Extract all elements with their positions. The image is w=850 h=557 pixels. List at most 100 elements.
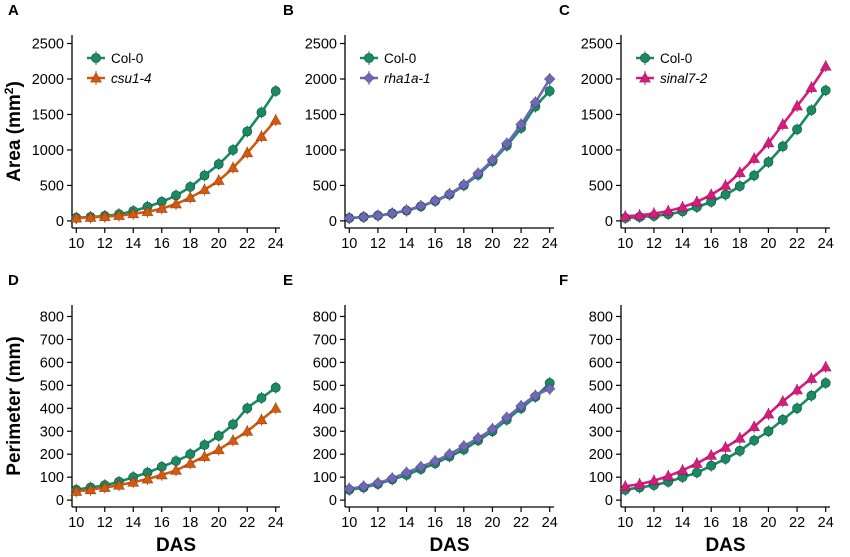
x-tick-label: 22 bbox=[513, 515, 529, 531]
data-point-col-0 bbox=[806, 390, 817, 401]
data-point-rha1a-1 bbox=[472, 432, 484, 444]
y-tick-label: 200 bbox=[40, 447, 64, 463]
y-tick-label: 500 bbox=[313, 178, 337, 194]
data-point-sinal7-2 bbox=[690, 457, 703, 468]
data-point-csu1-4 bbox=[127, 476, 140, 487]
data-point-sinal7-2 bbox=[762, 407, 775, 419]
legend-marker bbox=[640, 53, 650, 63]
x-tick-label: 12 bbox=[646, 515, 662, 531]
y-tick-label: 2500 bbox=[581, 37, 613, 53]
x-tick-label: 14 bbox=[125, 236, 141, 252]
x-tick-label: 24 bbox=[268, 236, 284, 252]
y-tick-label: 700 bbox=[313, 332, 337, 348]
legend-label: rha1a-1 bbox=[384, 71, 431, 86]
x-tick-label: 14 bbox=[398, 236, 414, 252]
data-point-sinal7-2 bbox=[647, 474, 661, 486]
x-tick-label: 16 bbox=[703, 236, 719, 252]
data-point-rha1a-1 bbox=[429, 194, 442, 207]
y-tick-label: 600 bbox=[40, 355, 64, 371]
panel-a: A 0 500 1000 1500 2000 2500 10 12 14 16 18 20 22 24 Col… bbox=[8, 2, 284, 252]
data-point-sinal7-2 bbox=[719, 441, 732, 452]
data-point-rha1a-1 bbox=[500, 137, 513, 150]
x-tick-label: 20 bbox=[211, 515, 227, 531]
x-tick-label: 14 bbox=[125, 515, 141, 531]
y-tick-label: 1000 bbox=[32, 143, 64, 159]
y-tick-label: 500 bbox=[40, 178, 64, 194]
y-tick-label: 300 bbox=[589, 424, 613, 440]
panel-label: E bbox=[283, 272, 293, 289]
x-tick-label: 18 bbox=[182, 515, 198, 531]
y-tick-label: 600 bbox=[589, 355, 613, 371]
y-tick-label: 100 bbox=[40, 470, 64, 486]
data-point-csu1-4 bbox=[212, 443, 225, 455]
y-tick-label: 0 bbox=[56, 214, 64, 230]
y-tick-label: 0 bbox=[329, 214, 337, 230]
x-tick-label: 12 bbox=[370, 236, 386, 252]
data-point-csu1-4 bbox=[255, 130, 268, 141]
data-point-csu1-4 bbox=[141, 472, 154, 484]
data-point-sinal7-2 bbox=[619, 480, 632, 491]
legend-marker bbox=[363, 72, 375, 84]
x-axis-title: DAS bbox=[705, 535, 745, 552]
legend-label: csu1-4 bbox=[111, 71, 152, 86]
data-point-sinal7-2 bbox=[633, 209, 646, 220]
data-point-rha1a-1 bbox=[443, 188, 456, 200]
x-tick-label: 16 bbox=[154, 236, 170, 252]
y-tick-label: 500 bbox=[589, 178, 613, 194]
data-point-col-0 bbox=[256, 393, 267, 403]
y-tick-label: 200 bbox=[589, 447, 613, 463]
data-point-rha1a-1 bbox=[343, 482, 356, 495]
x-tick-label: 12 bbox=[97, 515, 113, 531]
data-point-col-0 bbox=[720, 189, 731, 200]
data-point-sinal7-2 bbox=[790, 383, 804, 395]
x-tick-label: 18 bbox=[732, 236, 748, 252]
data-point-col-0 bbox=[720, 453, 731, 464]
x-tick-label: 14 bbox=[674, 236, 690, 252]
data-point-col-0 bbox=[242, 403, 253, 414]
y-tick-label: 0 bbox=[56, 493, 64, 509]
x-tick-label: 12 bbox=[646, 236, 662, 252]
data-point-rha1a-1 bbox=[543, 73, 556, 85]
y-tick-label: 1000 bbox=[581, 143, 613, 159]
data-point-csu1-4 bbox=[70, 211, 83, 223]
y-axis-title-close: ) bbox=[4, 81, 25, 87]
x-tick-label: 20 bbox=[760, 236, 776, 252]
panel-label: F bbox=[559, 272, 568, 289]
data-point-csu1-4 bbox=[198, 450, 211, 462]
data-point-col-0 bbox=[734, 445, 745, 456]
y-tick-label: 400 bbox=[40, 401, 64, 417]
data-point-sinal7-2 bbox=[748, 420, 761, 432]
data-point-col-0 bbox=[199, 170, 210, 181]
x-tick-label: 18 bbox=[456, 236, 472, 252]
data-point-col-0 bbox=[544, 86, 555, 96]
y-tick-label: 1500 bbox=[581, 107, 613, 123]
data-point-rha1a-1 bbox=[529, 389, 542, 402]
y-tick-label: 400 bbox=[313, 401, 337, 417]
data-point-rha1a-1 bbox=[515, 118, 527, 131]
data-point-sinal7-2 bbox=[676, 200, 689, 212]
data-point-rha1a-1 bbox=[415, 461, 427, 473]
data-point-col-0 bbox=[228, 419, 238, 430]
data-point-col-0 bbox=[228, 145, 238, 155]
y-tick-label: 800 bbox=[313, 309, 337, 325]
data-point-rha1a-1 bbox=[457, 178, 470, 191]
data-point-csu1-4 bbox=[112, 209, 126, 221]
x-tick-label: 16 bbox=[427, 515, 443, 531]
data-point-rha1a-1 bbox=[543, 382, 556, 395]
data-point-sinal7-2 bbox=[705, 449, 718, 460]
data-point-sinal7-2 bbox=[805, 372, 818, 383]
data-point-csu1-4 bbox=[241, 146, 254, 158]
y-tick-label: 1500 bbox=[32, 107, 64, 123]
data-point-rha1a-1 bbox=[457, 440, 470, 452]
data-point-csu1-4 bbox=[70, 485, 83, 496]
data-point-csu1-4 bbox=[184, 457, 197, 468]
data-point-sinal7-2 bbox=[776, 118, 789, 129]
data-point-csu1-4 bbox=[226, 161, 240, 173]
data-point-col-0 bbox=[734, 181, 745, 192]
data-point-sinal7-2 bbox=[662, 469, 675, 481]
data-point-sinal7-2 bbox=[762, 136, 775, 148]
x-tick-label: 12 bbox=[370, 515, 386, 531]
x-tick-label: 20 bbox=[211, 236, 227, 252]
data-point-csu1-4 bbox=[255, 413, 268, 425]
data-point-sinal7-2 bbox=[790, 99, 804, 111]
